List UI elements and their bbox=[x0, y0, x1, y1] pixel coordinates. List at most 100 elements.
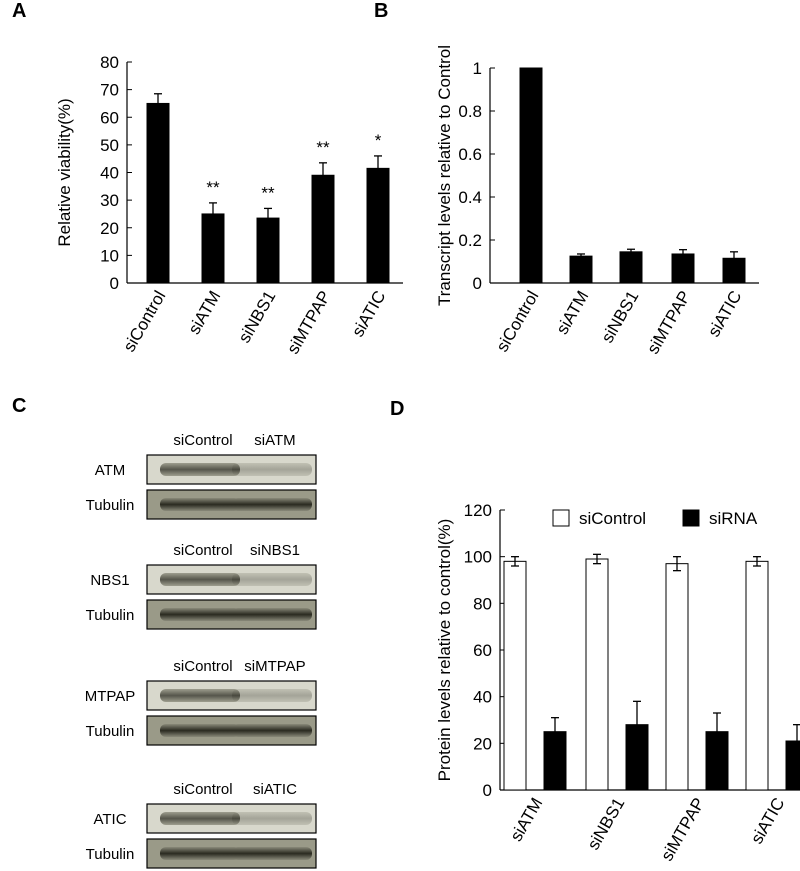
blot-band bbox=[160, 498, 240, 511]
error-bar bbox=[633, 700, 641, 749]
x-tick-label: siATM bbox=[185, 288, 225, 338]
panel-label: D bbox=[390, 398, 404, 420]
y-tick-label: 40 bbox=[100, 164, 119, 183]
row-label: MTPAP bbox=[85, 688, 136, 705]
lane-label: siControl bbox=[173, 432, 232, 449]
blot-band bbox=[232, 498, 312, 511]
row-label: Tubulin bbox=[86, 723, 135, 740]
row-label: ATIC bbox=[93, 811, 126, 828]
significance: ** bbox=[261, 183, 275, 202]
x-tick-label: siNBS1 bbox=[598, 288, 643, 347]
legend-label: siRNA bbox=[709, 509, 758, 528]
error-bar bbox=[593, 553, 601, 565]
y-tick-label: 100 bbox=[464, 548, 492, 567]
lane-label: siATIC bbox=[253, 781, 297, 798]
blot-band bbox=[160, 689, 240, 702]
y-tick-label: 70 bbox=[100, 81, 119, 100]
y-tick-label: 1 bbox=[473, 59, 482, 78]
x-tick-label: siMTPAP bbox=[657, 795, 708, 865]
bar bbox=[146, 102, 170, 284]
lane-label: siControl bbox=[173, 542, 232, 559]
blot-band bbox=[232, 573, 312, 586]
blot-band bbox=[160, 847, 240, 860]
bar bbox=[619, 251, 643, 284]
bar bbox=[745, 560, 769, 791]
y-tick-label: 20 bbox=[100, 219, 119, 238]
x-tick-label: siControl bbox=[492, 288, 542, 356]
error-bar bbox=[319, 162, 327, 189]
x-tick-label: siMTPAP bbox=[283, 288, 334, 358]
blot-band bbox=[232, 608, 312, 621]
y-tick-label: 120 bbox=[464, 501, 492, 520]
y-tick-label: 0 bbox=[483, 781, 492, 800]
lane-label: siMTPAP bbox=[244, 658, 305, 675]
bar bbox=[785, 740, 800, 791]
bar bbox=[519, 67, 543, 284]
error-bar bbox=[511, 556, 519, 567]
x-tick-label: siNBS1 bbox=[235, 288, 280, 347]
error-bar bbox=[627, 248, 635, 256]
blot-band bbox=[160, 573, 240, 586]
blot-band bbox=[160, 463, 240, 476]
y-axis-label: Protein levels relative to control(%) bbox=[435, 519, 454, 782]
blot-band bbox=[232, 463, 312, 476]
error-bar bbox=[374, 155, 382, 182]
error-bar bbox=[730, 251, 738, 266]
x-tick-label: siATIC bbox=[348, 288, 389, 341]
blot-band bbox=[232, 847, 312, 860]
error-bar bbox=[577, 253, 585, 259]
x-tick-label: siMTPAP bbox=[643, 288, 694, 358]
blot-band bbox=[232, 724, 312, 737]
row-label: Tubulin bbox=[86, 846, 135, 863]
x-tick-label: siATM bbox=[553, 288, 593, 338]
error-bar bbox=[679, 249, 687, 259]
blot-band bbox=[160, 812, 240, 825]
x-tick-label: siControl bbox=[119, 288, 169, 356]
y-tick-label: 60 bbox=[473, 641, 492, 660]
row-label: ATM bbox=[95, 462, 126, 479]
y-tick-label: 0.2 bbox=[458, 231, 482, 250]
x-tick-label: siATM bbox=[507, 795, 547, 845]
error-bar bbox=[209, 202, 217, 226]
y-tick-label: 40 bbox=[473, 688, 492, 707]
bar bbox=[665, 563, 689, 791]
error-bar bbox=[154, 93, 162, 114]
panel-label: B bbox=[374, 0, 388, 22]
y-tick-label: 0 bbox=[473, 274, 482, 293]
y-tick-label: 80 bbox=[473, 594, 492, 613]
y-tick-label: 0 bbox=[110, 274, 119, 293]
y-tick-label: 0.8 bbox=[458, 102, 482, 121]
lane-label: siATM bbox=[254, 432, 295, 449]
y-tick-label: 60 bbox=[100, 108, 119, 127]
y-axis-label: Transcript levels relative to Control bbox=[435, 45, 454, 306]
blot-band bbox=[160, 608, 240, 621]
legend-swatch bbox=[552, 509, 570, 527]
error-bar bbox=[673, 556, 681, 572]
bar bbox=[503, 560, 527, 791]
error-bar bbox=[713, 712, 721, 751]
y-tick-label: 80 bbox=[100, 53, 119, 72]
y-tick-label: 10 bbox=[100, 246, 119, 265]
error-bar bbox=[551, 717, 559, 747]
error-bar bbox=[264, 207, 272, 229]
blot-band bbox=[232, 812, 312, 825]
significance: * bbox=[375, 131, 382, 150]
blot-band bbox=[232, 689, 312, 702]
y-tick-label: 20 bbox=[473, 734, 492, 753]
significance: ** bbox=[206, 178, 220, 197]
panel-label: A bbox=[12, 0, 26, 22]
error-bar bbox=[753, 556, 761, 567]
legend-swatch bbox=[682, 509, 700, 527]
bar bbox=[585, 558, 609, 791]
y-tick-label: 0.4 bbox=[458, 188, 482, 207]
bar bbox=[569, 255, 593, 284]
y-tick-label: 30 bbox=[100, 191, 119, 210]
bar bbox=[366, 167, 390, 284]
y-tick-label: 50 bbox=[100, 136, 119, 155]
row-label: Tubulin bbox=[86, 607, 135, 624]
x-tick-label: siATIC bbox=[704, 288, 745, 341]
lane-label: siControl bbox=[173, 781, 232, 798]
y-axis-label: Relative viability(%) bbox=[55, 98, 74, 246]
lane-label: siNBS1 bbox=[250, 542, 300, 559]
